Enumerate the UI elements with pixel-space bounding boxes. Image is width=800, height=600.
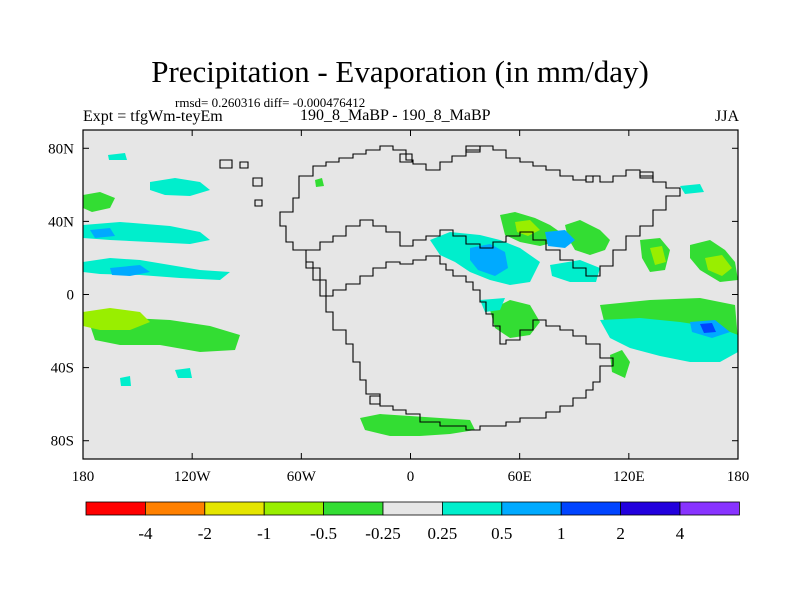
contour-region xyxy=(470,244,508,276)
contour-region xyxy=(705,255,732,276)
colorbar-box xyxy=(679,501,740,516)
contour-region xyxy=(150,178,210,196)
contour-region xyxy=(650,246,666,265)
coastline xyxy=(219,159,233,169)
colorbar-box xyxy=(620,501,681,516)
colorbar-label: -4 xyxy=(138,524,153,543)
colorbar-box xyxy=(501,501,562,516)
coastline xyxy=(252,177,263,187)
contour-region xyxy=(565,220,610,255)
stats-line: rmsd= 0.260316 diff= -0.000476412 xyxy=(175,95,366,110)
colorbar-label: -0.25 xyxy=(365,524,400,543)
contour-region xyxy=(83,258,230,280)
colorbar-label: 2 xyxy=(616,524,625,543)
colorbar-box xyxy=(323,501,384,516)
colorbar-label: -0.5 xyxy=(310,524,337,543)
continent-outline xyxy=(219,145,681,431)
y-tick-label: 40N xyxy=(48,214,74,230)
colorbar-label: -1 xyxy=(257,524,271,543)
contour-region xyxy=(83,192,115,212)
experiment-label: Expt = tfgWm-teyEm xyxy=(83,108,223,125)
contour-region xyxy=(700,323,716,333)
y-tick-label: 80S xyxy=(51,434,74,450)
colorbar-labels: -4 -2 -1 -0.5 -0.25 0.25 0.5 1 2 4 xyxy=(138,524,684,543)
coastline xyxy=(585,175,594,183)
colorbar-box xyxy=(441,501,503,516)
contour-region xyxy=(545,230,575,248)
x-tick-label: 0 xyxy=(407,469,415,485)
coastline xyxy=(279,145,681,431)
colorbar-box xyxy=(560,501,622,516)
contour-region xyxy=(120,376,131,386)
contour-region xyxy=(83,308,150,330)
chart-title: Precipitation - Evaporation (in mm/day) xyxy=(151,54,649,89)
season-label: JJA xyxy=(715,108,740,125)
coastline xyxy=(369,395,381,405)
coastline xyxy=(239,161,249,169)
colorbar-box xyxy=(144,501,206,516)
coastline xyxy=(254,199,263,207)
comparison-label: 190_8_MaBP - 190_8_MaBP xyxy=(300,107,491,124)
contour-region xyxy=(110,265,150,276)
colorbar-label: 1 xyxy=(557,524,566,543)
contour-region xyxy=(90,228,115,238)
colorbar-boxes xyxy=(85,501,740,516)
x-tick-label: 120W xyxy=(174,469,212,485)
colorbar-label: 0.5 xyxy=(491,524,512,543)
colorbar-box xyxy=(85,501,146,516)
x-tick-label: 60W xyxy=(287,469,317,485)
contour-fill-layer xyxy=(83,153,738,436)
y-tick-label: 80N xyxy=(48,141,74,157)
colorbar-label: 0.25 xyxy=(428,524,458,543)
contour-region xyxy=(175,368,192,378)
contour-region xyxy=(315,178,324,187)
y-tick-label: 40S xyxy=(51,361,74,377)
colorbar-label: 4 xyxy=(676,524,685,543)
coastline xyxy=(639,171,654,179)
coastline xyxy=(399,153,413,163)
colorbar-box xyxy=(204,501,265,516)
colorbar-box xyxy=(382,501,443,516)
contour-region xyxy=(680,184,704,194)
axes: 180 120W 60W 0 60E 120E 180 80N 40N 0 40S 80S xyxy=(48,130,749,485)
x-tick-label: 60E xyxy=(508,469,532,485)
contour-region xyxy=(108,153,127,160)
y-tick-label: 0 xyxy=(67,288,75,304)
coastline xyxy=(465,145,481,153)
colorbar-label: -2 xyxy=(198,524,212,543)
contour-region xyxy=(610,350,630,378)
contour-region xyxy=(490,300,540,338)
x-tick-label: 180 xyxy=(727,469,750,485)
contour-region xyxy=(83,222,210,244)
x-tick-label: 120E xyxy=(613,469,645,485)
contour-region xyxy=(360,414,475,436)
x-tick-label: 180 xyxy=(72,469,95,485)
colorbar-box xyxy=(263,501,325,516)
